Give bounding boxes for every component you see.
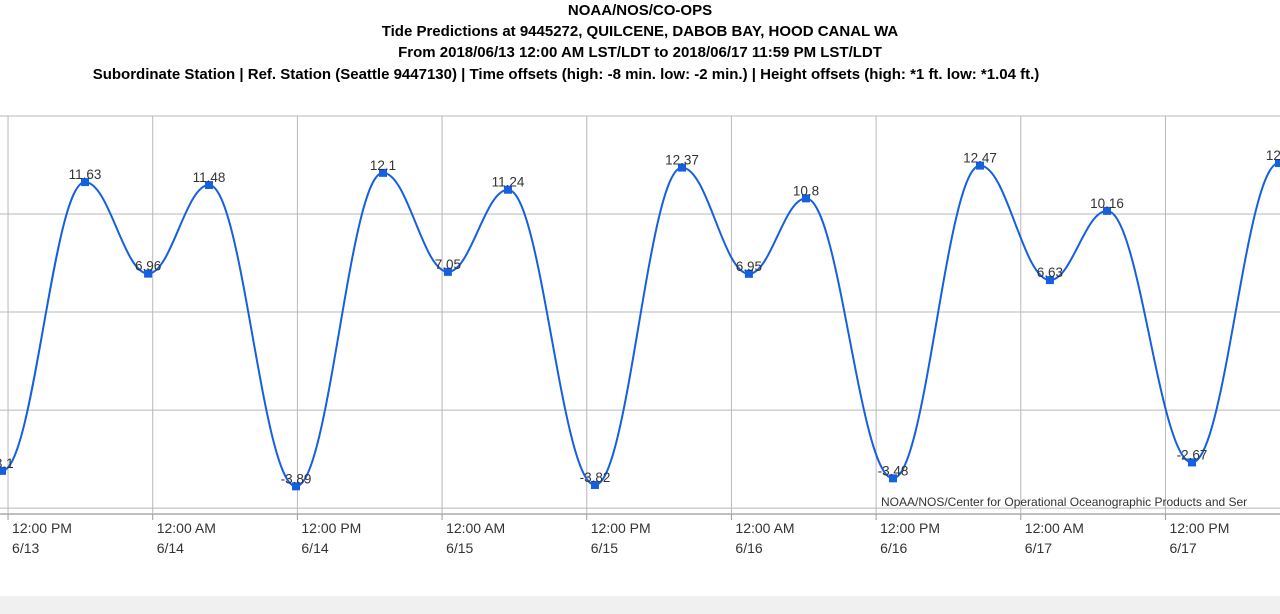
x-tick-label: 6/14 [301, 540, 328, 556]
data-point [80, 178, 89, 187]
data-label: 12.6 [1266, 148, 1280, 163]
chart-title: From 2018/06/13 12:00 AM LST/LDT to 2018… [398, 44, 882, 61]
data-point [1045, 276, 1054, 285]
plot-area: -3.1 11.63 6.96 11.48 -3.89 12.1 7.05 11.24 -3.8… [0, 148, 1280, 491]
data-point [801, 194, 810, 203]
data-label: 7.05 [435, 257, 461, 272]
data-point [291, 482, 300, 491]
x-tick-label: 12:00 AM [1025, 520, 1084, 536]
x-tick-label: 6/16 [735, 540, 762, 556]
x-tick-label: 12:00 PM [12, 520, 72, 536]
data-label: 12.1 [370, 158, 396, 173]
x-tick-label: 6/15 [591, 540, 618, 556]
data-label: -3.1 [0, 456, 14, 471]
x-tick-label: 12:00 PM [591, 520, 651, 536]
annotation: NOAA/NOS/Center for Operational Oceanogr… [881, 495, 1247, 509]
x-tick-label: 12:00 PM [880, 520, 940, 536]
x-tick-label: 6/14 [157, 540, 184, 556]
data-point [744, 269, 753, 278]
data-point [1102, 206, 1111, 215]
chart-subtitle: Subordinate Station | Ref. Station (Seat… [93, 66, 1040, 83]
data-point [888, 474, 897, 483]
data-point [443, 267, 452, 276]
chart-title: Tide Predictions at 9445272, QUILCENE, D… [382, 23, 899, 40]
tide-line [1, 162, 1280, 488]
data-point [0, 466, 7, 475]
data-point [590, 480, 599, 489]
data-point [378, 168, 387, 177]
x-tick-label: 12:00 AM [446, 520, 505, 536]
x-tick-label: 12:00 AM [735, 520, 794, 536]
data-label: 10.16 [1090, 196, 1124, 211]
data-label: -2.67 [1177, 447, 1208, 462]
data-label: 11.24 [492, 175, 525, 190]
data-label: 10.8 [793, 183, 819, 198]
data-label: -3.48 [878, 463, 909, 478]
data-point [975, 161, 984, 170]
data-point [677, 163, 686, 172]
data-point [144, 269, 153, 278]
data-point [1274, 159, 1280, 168]
data-label: 12.47 [963, 151, 997, 166]
data-label: 6.63 [1037, 265, 1063, 280]
x-tick-label: 6/15 [446, 540, 473, 556]
data-label: 6.96 [135, 259, 161, 274]
x-tick-label: 6/17 [1169, 540, 1196, 556]
data-point [204, 181, 213, 190]
data-point [503, 185, 512, 194]
data-label: 11.63 [69, 167, 102, 182]
data-label: 12.37 [665, 153, 699, 168]
footer-strip [0, 596, 1280, 614]
grid [0, 115, 1280, 515]
data-label: 6.95 [736, 259, 762, 274]
data-label: 11.48 [193, 170, 226, 185]
x-tick-label: 12:00 PM [1169, 520, 1229, 536]
data-label: -3.82 [580, 470, 611, 485]
x-tick-label: 6/16 [880, 540, 907, 556]
x-axis: 12:00 PM 6/13 12:00 AM 6/14 12:00 PM 6/14 12:0… [7, 514, 1229, 556]
data-label: -3.89 [281, 471, 312, 486]
x-tick-label: 12:00 AM [157, 520, 216, 536]
chart-title: NOAA/NOS/CO-OPS [568, 2, 712, 19]
data-point [1187, 458, 1196, 467]
x-tick-label: 6/13 [12, 540, 39, 556]
x-tick-label: 12:00 PM [301, 520, 361, 536]
x-tick-label: 6/17 [1025, 540, 1052, 556]
